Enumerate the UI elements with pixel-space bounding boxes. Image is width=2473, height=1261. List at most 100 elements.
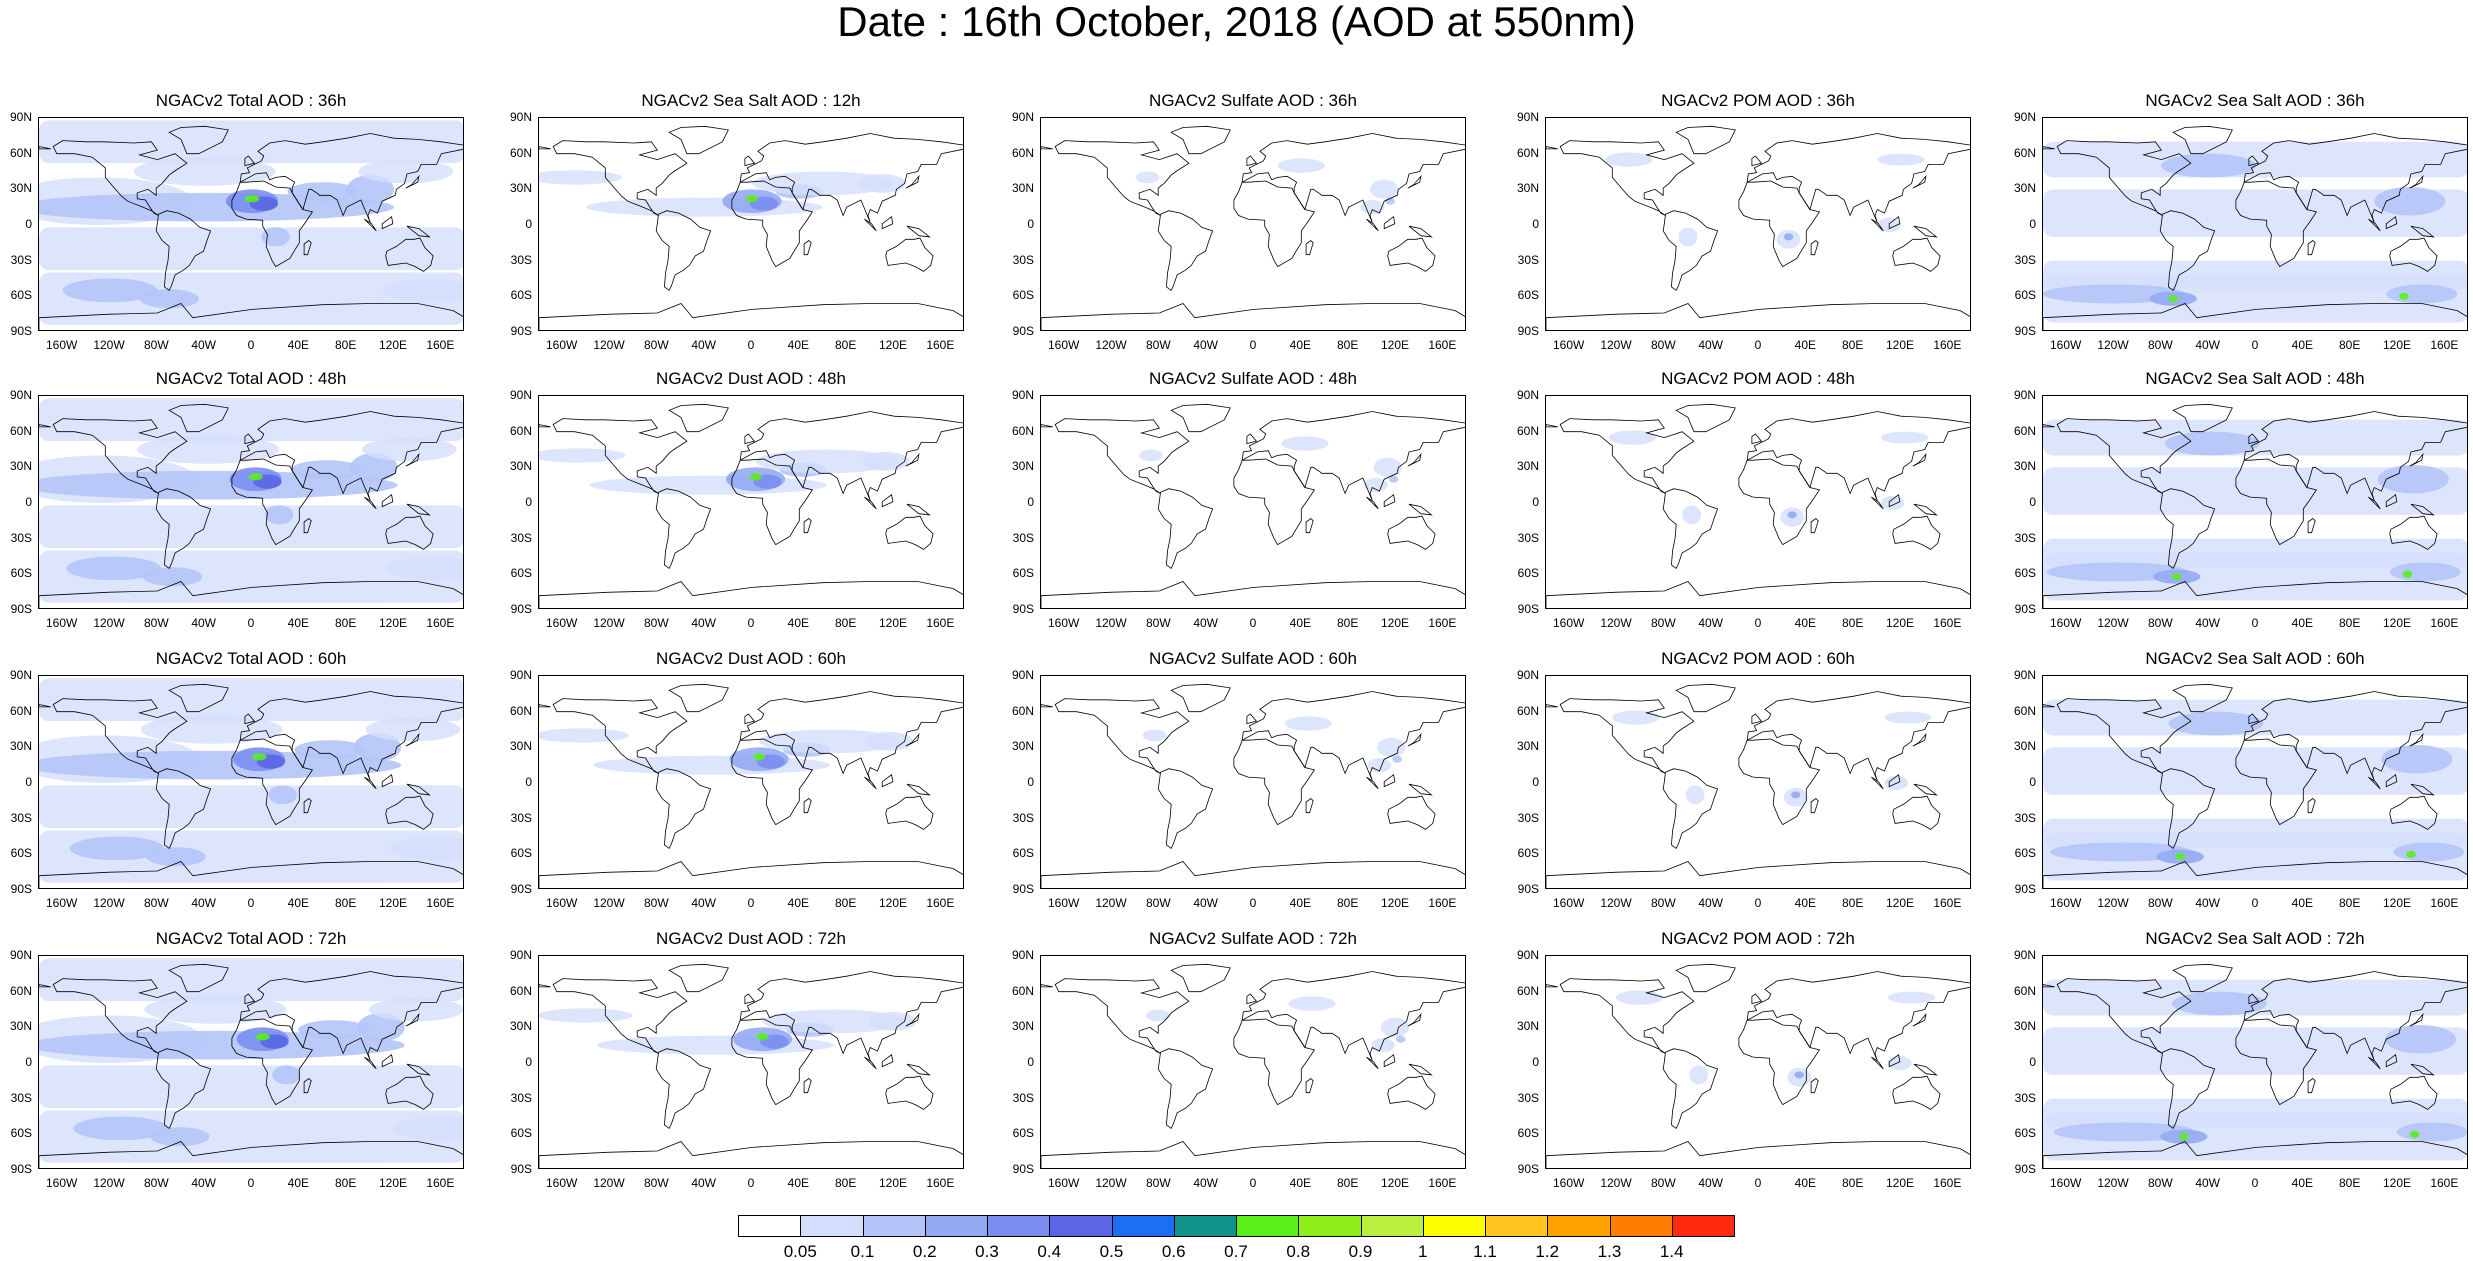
panel-title: NGACv2 Sea Salt AOD : 12h [641,91,861,110]
map-plot-area [38,675,464,889]
aod-field-total-8 [294,740,366,760]
colorbar-swatch [1360,1215,1424,1237]
colorbar-label: 0.2 [912,1242,937,1261]
lon-tick-label: 40W [1193,616,1218,630]
map-panel: NGACv2 Sea Salt AOD : 72h 90N 60N 30N 0 30S 60… [2004,928,2473,1206]
coastline-0 [52,978,188,1054]
lon-tick-label: 40W [1193,338,1218,352]
lon-tick-label: 0 [2251,616,2259,630]
aod-field-dust-3 [753,753,766,761]
lat-tick-label: 30N [1516,739,1539,754]
coastline-7 [2307,1077,2316,1094]
coastline-5 [1170,403,1231,433]
coastline-13 [539,424,551,428]
aod-field-sulfate-1 [1367,758,1392,773]
coastline-10 [864,496,877,510]
panel-title: NGACv2 Sea Salt AOD : 72h [2145,929,2365,948]
lat-tick-label: 60N [1011,145,1034,160]
map-panel: NGACv2 Dust AOD : 60h 90N 60N 30N 0 30S 60S 90S… [500,648,1000,926]
coastline-6 [1041,303,1465,330]
coastline-6 [2043,861,2467,888]
lon-tick-label: 80E [1336,338,1359,352]
lon-tick-label: 120E [1380,338,1410,352]
aod-field-seasalt-8 [2399,292,2409,300]
lon-tick-label: 40E [2291,896,2313,910]
lat-tick-label: 60S [1517,288,1539,303]
lon-tick-label: 0 [747,616,755,630]
coastline-8 [1751,713,1763,725]
coastline-6 [539,581,963,608]
coastline-3 [1241,133,1465,223]
lon-tick-label: 160E [1933,896,1962,910]
coastline-11 [1383,215,1396,230]
coastline-1 [1157,210,1214,292]
coastline-10 [864,1056,877,1070]
coastline-12 [906,225,931,238]
coastline-3 [239,411,463,501]
coastline-10 [1366,218,1379,232]
colorbar-label: 1.2 [1535,1242,1560,1261]
lat-tick-label: 60N [1011,423,1034,438]
coastline-4 [385,1075,434,1110]
aod-field-seasalt-9 [2161,153,2256,178]
lon-tick-label: 80W [2147,896,2173,910]
world-map [1546,125,1970,330]
aod-field-seasalt-1 [2043,260,2467,290]
aod-field-dust-0 [586,197,823,217]
lon-tick-label: 80E [2338,896,2361,910]
coastline-1 [1157,1048,1214,1130]
lon-tick-label: 120W [593,616,625,630]
lat-tick-label: 30N [2013,181,2036,196]
lat-tick-label: 60S [1517,846,1539,861]
coastline-10 [1871,496,1884,510]
lat-tick-label: 30N [9,1019,32,1034]
aod-field-total-11 [146,847,206,867]
aod-field-pom-5 [1884,711,1932,724]
lon-tick-label: 120W [93,896,125,910]
lon-tick-label: 160W [45,338,78,352]
aod-field-sulfate-2 [1284,716,1333,731]
lat-tick-label: 30N [1011,459,1034,474]
coastline-5 [168,125,229,155]
coastline-4 [1892,1075,1941,1110]
coastline-4 [885,795,934,830]
world-map [1546,683,1970,888]
coastline-6 [1546,861,1970,888]
lat-tick-label: 0 [1027,1055,1034,1069]
lon-tick-label: 0 [747,1176,755,1190]
coastline-12 [406,503,431,516]
lon-tick-label: 0 [1754,616,1762,630]
lon-tick-label: 120W [1095,338,1127,352]
colorbar-swatch [1298,1215,1362,1237]
coastline-7 [803,797,812,814]
lon-tick-label: 160W [2049,896,2082,910]
coastline-6 [39,303,463,330]
world-map [39,120,463,330]
lon-tick-label: 40E [1289,616,1311,630]
panel-title: NGACv2 Sulfate AOD : 60h [1149,649,1357,668]
coastline-6 [1041,581,1465,608]
lat-tick-label: 90S [2014,324,2036,338]
coastline-12 [2410,783,2435,796]
lat-tick-label: 0 [525,1055,532,1069]
coastline-7 [1810,797,1819,814]
aod-field-sulfate-0 [1369,179,1399,199]
lon-tick-label: 120W [1095,896,1127,910]
lon-tick-label: 80W [2147,1176,2173,1190]
lon-tick-label: 40W [191,338,216,352]
coastline-4 [885,515,934,550]
lat-tick-label: 30S [10,252,32,267]
aod-field-seasalt-8 [2409,1130,2420,1138]
coastline-2 [231,1018,314,1106]
lon-tick-label: 80E [1841,1176,1864,1190]
aod-field-seasalt-4 [2053,1122,2196,1142]
lon-tick-label: 160W [2049,1176,2082,1190]
coastline-10 [1871,776,1884,790]
coastline-5 [1170,125,1231,155]
coastline-9 [1912,452,1927,467]
aod-field-sulfate-1 [1360,200,1385,215]
aod-field-pom-3 [1682,505,1702,525]
lon-tick-label: 40E [287,338,309,352]
lon-tick-label: 120W [2097,616,2129,630]
coastline-11 [1888,773,1901,788]
